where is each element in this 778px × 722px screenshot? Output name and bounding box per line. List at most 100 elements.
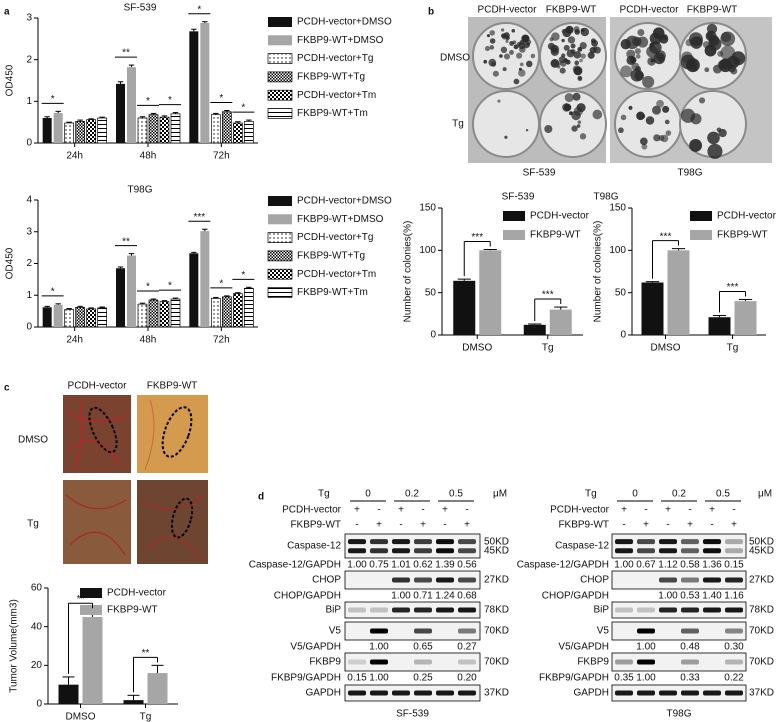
legend-swatch [80,588,102,598]
cell-line-label: SF-539 [396,709,429,720]
bar [189,31,199,143]
bar [97,117,108,144]
y-tick-label: 50 [425,287,437,298]
ratio-value: 1.00 [636,673,656,684]
bar [479,250,502,335]
colony [568,111,573,116]
lane-sign: + [420,520,426,531]
blot-band [348,539,366,545]
bar [243,120,254,144]
colony [718,128,727,138]
column-label: PCDH-vector [620,5,680,16]
blot-band [637,690,655,696]
bar [200,23,210,143]
y-tick-label: 0 [26,322,32,333]
error-bar [191,28,197,32]
error-bar [554,306,568,310]
blot-frame [344,684,481,702]
colony [637,36,649,48]
colony [652,105,662,115]
legend-label: FKBP9-WT+DMSO [297,214,384,225]
ratio-value: 1.39 [435,560,455,571]
blot-band [615,659,633,665]
colony [574,60,580,66]
colony [692,66,697,71]
significance-label: *** [727,282,739,293]
ratio-value: 0.15 [347,673,367,684]
blot-frame [344,601,481,619]
colony [661,34,668,41]
y-tick-label: 3 [26,13,32,24]
error-bar [224,295,230,297]
colony [576,124,581,128]
ratio-value: 1.00 [369,673,389,684]
ratio-value: 1.24 [435,591,455,602]
legend-swatch [503,211,525,221]
blot-band [659,690,677,696]
significance-label: ** [122,48,130,59]
legend-swatch [690,230,712,240]
ratio-label: Caspase-12/GAPDH [517,560,609,571]
blot-frame [611,684,747,702]
blot-band [637,659,655,665]
blot-frame [611,570,747,590]
colony [574,29,581,35]
colony [564,93,574,103]
colony [547,42,555,50]
row-label: DMSO [18,435,48,446]
colony [579,42,587,50]
construct-label: FKBP9-WT [290,520,341,531]
bar [210,298,221,328]
colony [645,116,655,125]
band-label: CHOP [312,575,341,586]
band-size-label: 45KD [484,545,509,556]
blot-band [348,607,366,613]
blot-band [659,577,677,583]
significance-label: * [168,281,172,292]
band-size-label: 37KD [749,688,774,699]
error-bar [235,292,241,294]
band-size-label: 78KD [484,605,509,616]
error-bar [528,323,542,325]
ratio-value: 0.22 [724,673,744,684]
colony [491,61,497,67]
error-bar [246,286,252,289]
ratio-value: 0.15 [724,560,744,571]
colony [525,128,529,132]
colony [707,131,720,145]
legend-swatch [80,605,102,615]
legend-swatch [268,214,292,225]
bar [64,309,75,328]
colony [561,38,565,43]
panel-label: d [258,492,264,503]
column-label: PCDH-vector [478,5,538,16]
error-bar [738,298,753,302]
cam-photos [63,395,208,564]
colony [731,51,746,66]
row-label: Tg [452,119,464,130]
ratio-value: 0.68 [457,591,477,602]
ratio-value: 1.40 [702,591,722,602]
blot-frame [611,621,747,641]
tumor-outline [170,497,194,539]
significance-label: * [197,4,201,15]
bar [148,114,159,144]
significance-label: * [146,96,150,107]
dose-label: 0.2 [672,489,686,500]
colony [641,143,648,150]
blot-frame [344,533,481,559]
error-bar [213,296,219,299]
ratio-label: CHOP/GAPDH [274,591,341,602]
blot-band [703,577,721,583]
blot-band [703,539,721,545]
blot-band [458,690,476,696]
error-bar [246,119,252,122]
lane-sign: - [710,520,713,531]
colony [637,28,645,36]
ratio-label: V5/GAPDH [558,642,609,653]
lane-sign: - [377,505,380,516]
colony [630,68,644,82]
band-label: FKBP9 [577,657,609,668]
blot-band [458,607,476,613]
significance-label: * [51,94,55,105]
